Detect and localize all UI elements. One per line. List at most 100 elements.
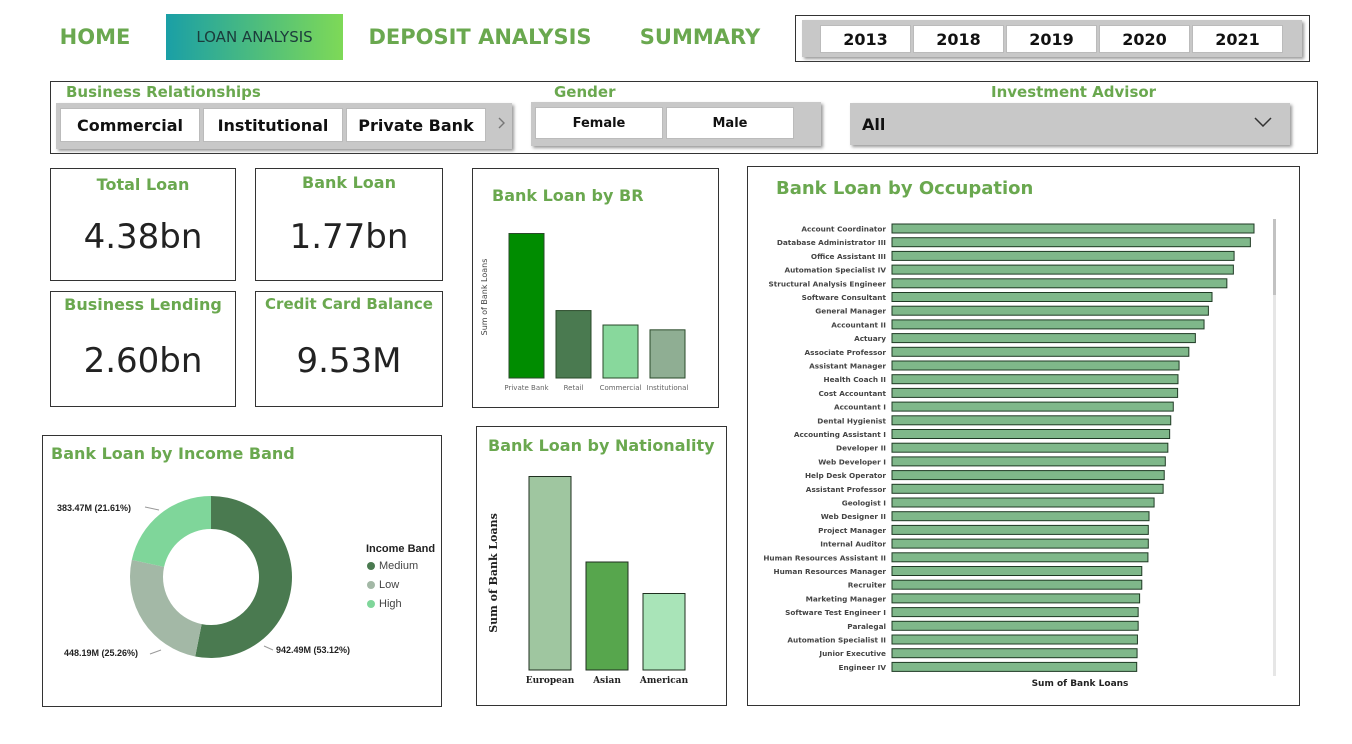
bar-private-bank[interactable] [508,233,545,379]
kpi-business-lending: Business Lending 2.60bn [50,291,236,407]
occupation-bar[interactable] [891,661,1138,672]
kpi-title: Total Loan [96,175,190,194]
occupation-bar[interactable] [891,620,1139,631]
occupation-bar[interactable] [891,264,1234,275]
occupation-label: Dental Hygienist [817,416,886,425]
slice-high[interactable] [131,496,211,567]
bar-institutional[interactable] [649,329,686,379]
occupation-bar[interactable] [891,292,1213,302]
year-button-2021[interactable]: 2021 [1192,25,1283,53]
br-option-institutional[interactable]: Institutional [203,108,343,142]
occupation-bar[interactable] [891,497,1155,508]
occupation-label: Web Designer II [821,512,887,521]
bar-retail[interactable] [555,310,592,379]
legend-item-medium[interactable]: Medium [367,560,418,572]
x-tick-label: Asian [592,676,621,686]
leader-line [149,649,162,655]
occupation-bar[interactable] [891,305,1209,316]
occupation-label: Engineer IV [839,663,887,672]
chart-title: Bank Loan by BR [492,186,644,205]
occupation-label: Project Manager [818,526,886,535]
gender-option-female[interactable]: Female [535,107,663,139]
x-tick-label: Retail [564,384,584,392]
year-button-2019[interactable]: 2019 [1006,25,1097,53]
year-button-2020[interactable]: 2020 [1099,25,1190,53]
occupation-label: Office Assistant III [811,252,886,261]
occupation-bar[interactable] [891,278,1228,289]
kpi-credit-card-balance: Credit Card Balance 9.53M [255,291,443,407]
occupation-bar[interactable] [891,566,1143,576]
data-label-medium: 942.49M (53.12%) [276,645,351,655]
chart-bank-loan-by-br: Bank Loan by BR Private Bank Retail Commer… [472,168,719,408]
occupation-bar[interactable] [891,250,1235,261]
occupation-bar[interactable] [891,456,1166,467]
nav-summary[interactable]: SUMMARY [639,25,761,49]
occupation-label: Web Developer I [818,457,886,466]
nav-home[interactable]: HOME [59,25,131,49]
occupation-label: Automation Specialist II [787,636,886,645]
occupation-bar[interactable] [891,483,1164,494]
y-axis-label: Sum of Bank Loans [487,513,500,633]
x-axis-label: Sum of Bank Loans [1032,679,1129,689]
occupation-bar[interactable] [891,401,1174,412]
occupation-bar[interactable] [891,607,1139,618]
occupation-bar[interactable] [891,346,1190,357]
occupation-bar[interactable] [891,579,1143,590]
occupation-bar[interactable] [891,648,1138,659]
chart-scrollbar[interactable] [1273,219,1276,676]
investment-advisor-dropdown[interactable]: All [850,103,1290,145]
nav-loan-analysis[interactable]: LOAN ANALYSIS [166,14,343,60]
x-tick-label: Institutional [647,384,689,392]
occupation-bar[interactable] [891,524,1149,535]
legend-label: Medium [379,560,419,572]
occupation-bar[interactable] [891,511,1150,522]
occupation-label: Automation Specialist IV [784,266,886,275]
occupation-label: Software Consultant [802,293,887,302]
slice-low[interactable] [130,559,202,657]
occupation-bar[interactable] [891,360,1180,371]
nav-deposit-analysis[interactable]: DEPOSIT ANALYSIS [368,25,592,49]
bar-commercial[interactable] [602,324,639,379]
legend-label: Low [379,579,400,591]
occupation-label: Database Administrator III [777,238,886,247]
occupation-label: Structural Analysis Engineer [769,279,887,288]
occupation-bar[interactable] [891,538,1149,549]
legend-item-high[interactable]: High [367,598,402,610]
chevron-right-icon[interactable] [498,116,506,132]
legend-item-low[interactable]: Low [367,579,399,591]
br-option-private-bank[interactable]: Private Bank [346,108,486,142]
slice-medium[interactable] [195,496,293,658]
occupation-bar[interactable] [891,634,1138,645]
legend-title: Income Band [366,543,436,555]
occupation-bar[interactable] [891,319,1205,330]
occupation-bar[interactable] [891,442,1169,453]
bar-asian[interactable] [585,561,629,671]
occupation-bar[interactable] [891,415,1172,426]
occupation-label: Recruiter [848,581,887,590]
occupation-bar[interactable] [891,429,1171,439]
gender-option-male[interactable]: Male [666,107,794,139]
occupation-bar[interactable] [891,387,1179,398]
occupation-bar[interactable] [891,593,1141,604]
occupation-bar[interactable] [891,374,1179,385]
income-band-donut-svg [130,496,293,658]
occupation-label: Accounting Assistant I [794,430,886,439]
occupation-label: Cost Accountant [818,389,886,398]
gender-slicer: Female Male [531,102,821,146]
occupation-bar[interactable] [891,333,1196,344]
occupation-bar[interactable] [891,470,1165,481]
occupation-bar[interactable] [891,237,1251,248]
kpi-value: 9.53M [296,341,402,381]
bar-american[interactable] [642,593,686,671]
occupation-bar[interactable] [891,552,1149,563]
kpi-title: Credit Card Balance [265,295,433,313]
year-button-2018[interactable]: 2018 [913,25,1004,53]
chart-scrollbar-thumb[interactable] [1273,219,1276,295]
year-button-2013[interactable]: 2013 [820,25,911,53]
bar-european[interactable] [528,476,572,671]
year-slicer: 2013 2018 2019 2020 2021 [795,15,1310,62]
occupation-bar[interactable] [891,223,1255,234]
occupation-label: Associate Professor [805,348,887,357]
br-option-commercial[interactable]: Commercial [60,108,200,142]
chart-title: Bank Loan by Occupation [776,178,1034,199]
